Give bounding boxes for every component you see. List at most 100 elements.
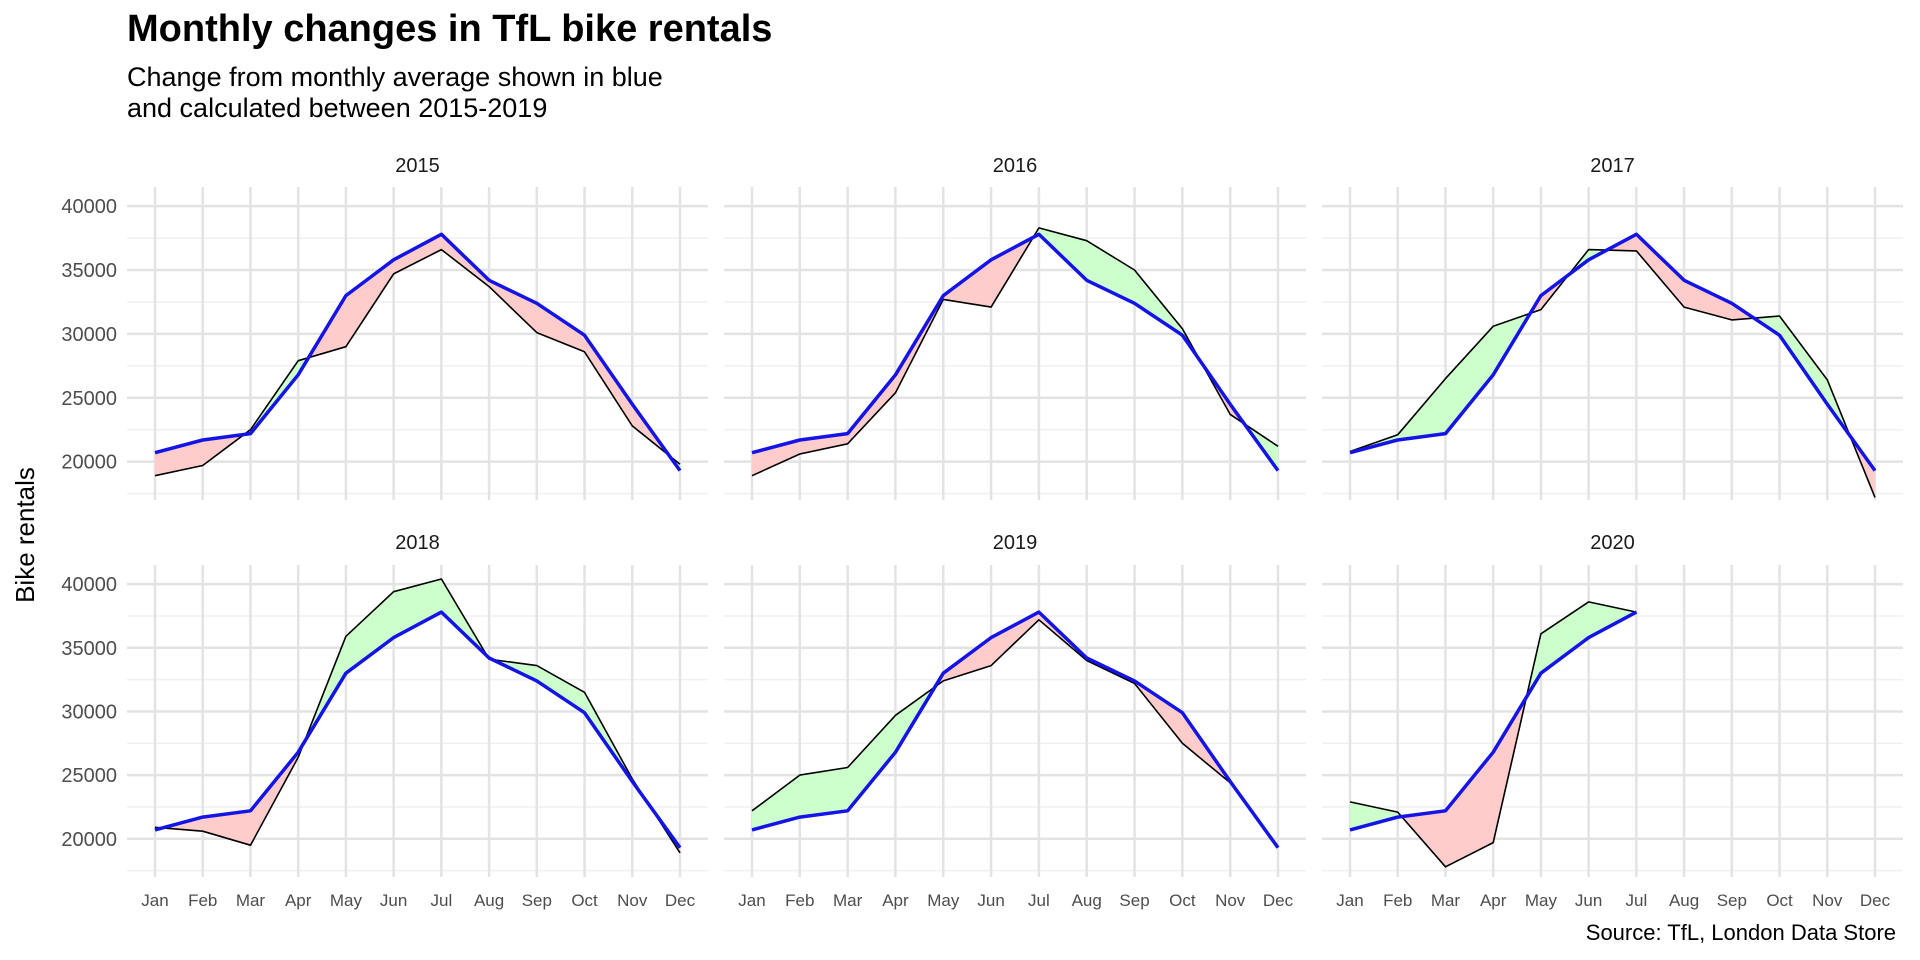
average-line <box>751 610 1280 849</box>
actual-line <box>751 618 1279 849</box>
x-tick-label: Jun <box>1575 891 1602 910</box>
y-tick-label: 20000 <box>61 452 117 474</box>
x-tick-label: Dec <box>665 891 696 910</box>
x-tick-label: Jul <box>430 891 452 910</box>
x-tick-label: Jan <box>1336 891 1363 910</box>
difference-ribbon <box>1350 801 1398 830</box>
subtitle-line-1: Change from monthly average shown in blu… <box>127 62 663 92</box>
difference-ribbon <box>345 259 394 347</box>
x-tick-label: Nov <box>1215 891 1246 910</box>
difference-ribbon <box>1086 240 1135 304</box>
y-tick-label: 35000 <box>61 260 117 282</box>
x-tick-label: Sep <box>1717 891 1747 910</box>
difference-ribbon <box>1588 601 1637 638</box>
x-tick-label: Jul <box>1028 891 1050 910</box>
y-tick-label: 25000 <box>61 388 117 410</box>
difference-ribbon <box>1134 270 1183 336</box>
y-tick-label: 30000 <box>61 324 117 346</box>
panel-title: 2016 <box>993 155 1038 177</box>
panel-title: 2020 <box>1590 532 1635 554</box>
chart-subtitle: Change from monthly average shown in blu… <box>127 62 663 124</box>
average-line <box>1349 232 1877 472</box>
x-tick-label: Apr <box>1480 891 1507 910</box>
x-tick-label: Mar <box>1431 891 1461 910</box>
x-tick-label: Apr <box>285 891 312 910</box>
x-tick-label: Oct <box>1169 891 1196 910</box>
panel-2018: 2018 20000 25000 30000 35000 40000 Jan Feb Mar Ap… <box>61 532 708 910</box>
chart-title: Monthly changes in TfL bike rentals <box>127 8 773 50</box>
actual-line <box>1349 248 1876 498</box>
y-tick-label: 40000 <box>61 574 117 596</box>
difference-ribbon <box>1401 810 1446 867</box>
y-tick-label: 30000 <box>61 701 117 723</box>
difference-ribbon <box>393 579 442 638</box>
panel-2020: 2020 Jan Feb Mar Apr May Jun Jul Aug Sep Oct Nov Dec <box>1322 532 1903 910</box>
difference-ribbon <box>1636 234 1685 308</box>
difference-ribbon <box>584 335 633 426</box>
x-tick-label: Dec <box>1263 891 1294 910</box>
x-tick-label: Jun <box>977 891 1004 910</box>
panel-2017: 2017 <box>1322 155 1903 500</box>
average-line <box>1349 610 1638 832</box>
x-tick-label: Oct <box>1766 891 1793 910</box>
average-line <box>751 232 1280 472</box>
difference-ribbon <box>1779 316 1828 405</box>
x-tick-label: Sep <box>522 891 552 910</box>
difference-ribbon <box>489 280 537 333</box>
x-tick-label: Jan <box>141 891 168 910</box>
average-line <box>154 610 682 849</box>
panel-title: 2015 <box>395 155 440 177</box>
chart-caption: Source: TfL, London Data Store <box>1585 920 1896 945</box>
panel-title: 2018 <box>395 532 440 554</box>
actual-line <box>751 227 1279 477</box>
panel-2015: 2015 20000 25000 30000 35000 40000 <box>61 155 708 500</box>
average-line <box>154 232 682 472</box>
x-tick-label: Nov <box>617 891 648 910</box>
difference-ribbon <box>1445 326 1494 434</box>
x-tick-label: Aug <box>474 891 504 910</box>
x-tick-label: Feb <box>785 891 814 910</box>
x-tick-label: Mar <box>833 891 863 910</box>
y-tick-label: 20000 <box>61 829 117 851</box>
difference-ribbon <box>847 715 896 811</box>
actual-line <box>154 578 681 854</box>
y-tick-label: 40000 <box>61 196 117 218</box>
difference-ribbon <box>155 440 203 476</box>
x-tick-label: May <box>1525 891 1558 910</box>
difference-ribbon <box>393 234 442 274</box>
x-tick-label: Feb <box>1383 891 1412 910</box>
x-tick-label: Oct <box>571 891 598 910</box>
y-axis-label: Bike rentals <box>10 467 40 603</box>
actual-line <box>1349 601 1637 868</box>
x-tick-label: May <box>927 891 960 910</box>
x-tick-label: Aug <box>1669 891 1699 910</box>
y-tick-label: 25000 <box>61 765 117 787</box>
x-tick-label: Dec <box>1860 891 1891 910</box>
difference-ribbon <box>536 303 585 352</box>
x-tick-label: Aug <box>1072 891 1102 910</box>
difference-ribbon <box>202 810 251 846</box>
difference-ribbon <box>1445 752 1494 867</box>
subtitle-line-2: and calculated between 2015-2019 <box>127 93 548 123</box>
y-tick-label: 35000 <box>61 638 117 660</box>
panel-title: 2019 <box>993 532 1038 554</box>
x-tick-label: Mar <box>236 891 266 910</box>
difference-ribbon <box>799 767 848 818</box>
x-tick-label: Jul <box>1625 891 1647 910</box>
x-tick-label: Sep <box>1119 891 1149 910</box>
panel-2016: 2016 <box>724 155 1306 500</box>
panel-2019: 2019 Jan Feb Mar Apr May Jun Jul Aug Sep Oct Nov Dec <box>724 532 1306 910</box>
difference-ribbon <box>943 259 992 308</box>
x-tick-label: May <box>330 891 363 910</box>
x-tick-label: Feb <box>188 891 217 910</box>
difference-ribbon <box>536 665 585 713</box>
difference-ribbon <box>991 612 1039 666</box>
x-tick-label: Apr <box>882 891 909 910</box>
difference-ribbon <box>752 775 800 830</box>
x-tick-label: Nov <box>1812 891 1843 910</box>
difference-ribbon <box>345 591 394 674</box>
x-tick-label: Jun <box>380 891 407 910</box>
difference-ribbon <box>1540 601 1589 674</box>
x-tick-label: Jan <box>738 891 765 910</box>
